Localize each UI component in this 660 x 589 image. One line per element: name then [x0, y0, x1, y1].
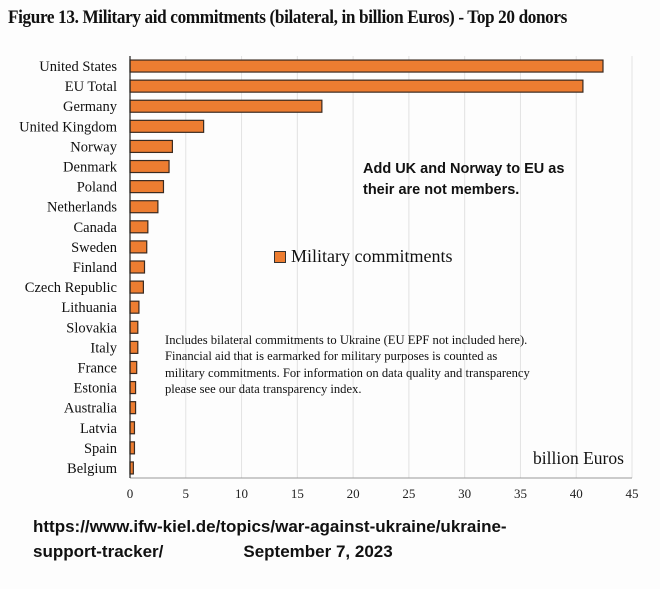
y-tick-label: Netherlands	[47, 200, 117, 216]
x-tick-label: 25	[402, 486, 415, 501]
note-line: Includes bilateral commitments to Ukrain…	[165, 333, 528, 347]
y-tick-label: Australia	[64, 401, 118, 417]
bar	[129, 421, 136, 435]
y-tick-label: EU Total	[65, 79, 117, 95]
y-tick-label: Finland	[73, 260, 118, 276]
bar	[129, 280, 144, 294]
source-footer: https://www.ifw-kiel.de/topics/war-again…	[33, 514, 507, 564]
chart-notes: Includes bilateral commitments to Ukrain…	[165, 332, 530, 397]
y-tick-label: Czech Republic	[25, 280, 117, 296]
y-tick-label: Italy	[90, 340, 117, 356]
bar	[129, 159, 170, 174]
bar	[129, 360, 138, 375]
y-tick-label: Spain	[84, 441, 118, 457]
bar	[129, 180, 165, 194]
y-tick-label: United Kingdom	[19, 119, 118, 135]
annotation-handwritten-note: Add UK and Norway to EU as their are not…	[363, 159, 588, 201]
bar	[129, 200, 159, 214]
note-line: military commitments. For information on…	[165, 365, 530, 380]
x-tick-label: 35	[514, 486, 527, 501]
y-tick-label: France	[78, 360, 117, 376]
y-tick-label: United States	[39, 59, 117, 75]
x-axis-label: billion Euros	[533, 448, 624, 468]
legend-label: Military commitments	[291, 246, 453, 266]
x-tick-label: 45	[626, 486, 639, 501]
y-tick-label: Germany	[63, 99, 118, 115]
y-tick-label: Denmark	[63, 160, 118, 176]
y-tick-label: Belgium	[67, 461, 118, 477]
legend: Military commitments	[274, 246, 452, 267]
bar	[129, 260, 146, 274]
y-tick-label: Norway	[70, 139, 117, 155]
bar	[129, 441, 136, 455]
note-line: Financial aid that is earmarked for mili…	[165, 349, 498, 364]
chart-title: Figure 13. Military aid commitments (bil…	[8, 8, 568, 28]
bar	[129, 79, 584, 93]
x-tick-label: 20	[347, 486, 360, 501]
bar	[129, 340, 139, 354]
y-tick-label: Slovakia	[66, 320, 117, 336]
bar	[129, 220, 149, 234]
bar	[129, 401, 137, 415]
x-tick-label: 10	[235, 486, 248, 501]
x-tick-label: 30	[458, 486, 471, 501]
bar	[129, 99, 323, 113]
source-url-line2: support-tracker/	[33, 542, 164, 561]
bar	[129, 320, 139, 334]
source-date: September 7, 2023	[243, 542, 393, 561]
legend-swatch	[274, 250, 286, 263]
x-tick-label: 40	[570, 486, 583, 501]
source-url-line1: https://www.ifw-kiel.de/topics/war-again…	[33, 517, 507, 536]
x-tick-label: 5	[183, 486, 190, 501]
y-tick-label: Canada	[74, 220, 118, 236]
y-tick-label: Poland	[77, 180, 118, 196]
bar	[129, 59, 604, 73]
bar	[129, 119, 205, 133]
x-tick-label: 0	[127, 486, 134, 501]
bar	[129, 300, 140, 314]
y-tick-label: Lithuania	[61, 300, 117, 316]
x-tick-label: 15	[291, 486, 304, 501]
bar	[129, 380, 137, 395]
bar	[129, 139, 173, 154]
bar	[129, 240, 148, 254]
y-tick-label: Estonia	[74, 381, 118, 397]
note-line: please see our data transparency index.	[165, 381, 362, 396]
annotation-text: Add UK and Norway to EU as their are not…	[363, 161, 565, 198]
y-tick-label: Sweden	[71, 240, 118, 256]
y-tick-label: Latvia	[80, 421, 118, 437]
